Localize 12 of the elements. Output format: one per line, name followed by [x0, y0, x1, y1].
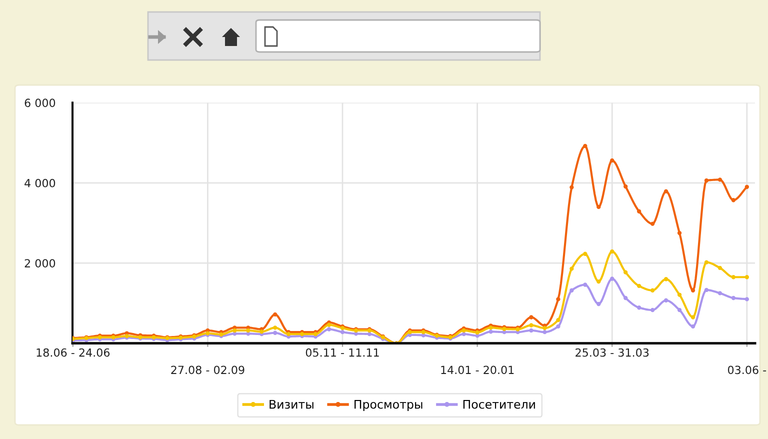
x-tick-label: 18.06 - 24.06 — [36, 348, 110, 357]
x-tick-label: 27.08 - 02.09 — [171, 366, 244, 374]
legend-label: Посетители — [463, 400, 535, 409]
x-tick-label: 03.06 - — [728, 366, 766, 374]
y-tick-label: 6 000 — [24, 98, 56, 108]
y-tick-label: 4 000 — [24, 178, 56, 188]
legend-label: Просмотры — [354, 400, 422, 412]
x-tick-label: 14.01 - 20.01 — [441, 366, 514, 374]
x-tick-label: 05.11 - 11.11 — [306, 348, 379, 357]
x-tick-label: 25.03 - 31.03 — [576, 348, 649, 357]
legend-label: Визиты — [270, 400, 314, 409]
y-tick-label: 2 000 — [24, 259, 56, 268]
